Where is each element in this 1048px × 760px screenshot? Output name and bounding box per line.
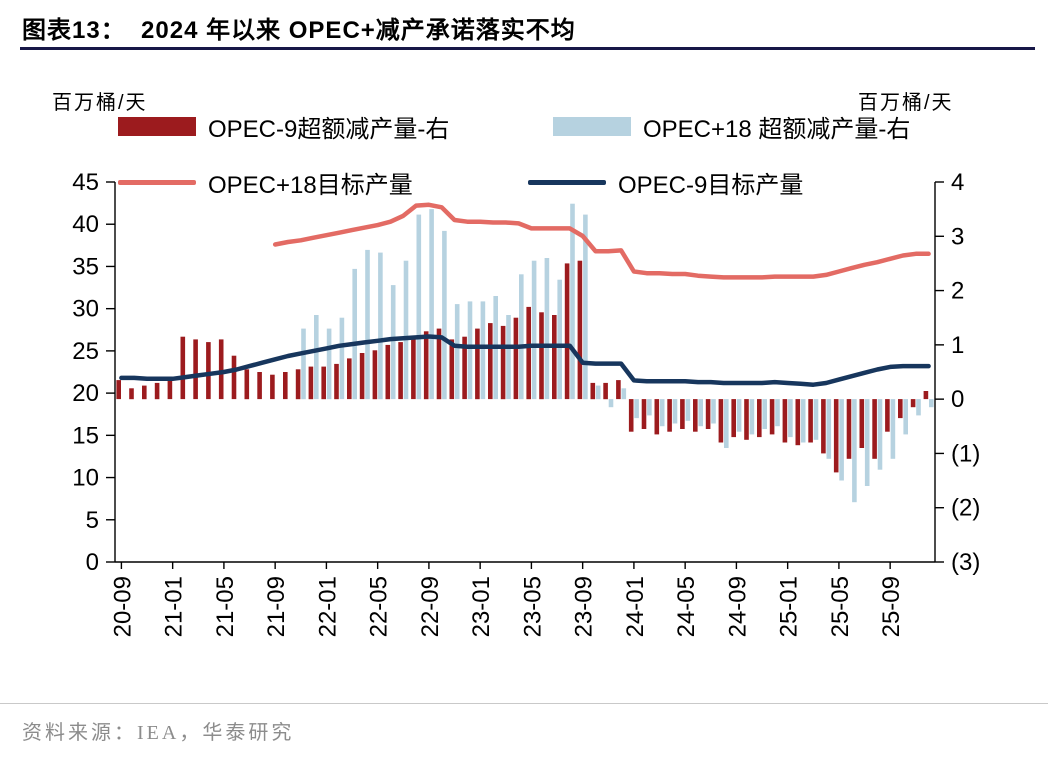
right-axis-tick-labels: 4 3 2 1 0 (1) (2) (3) xyxy=(951,169,980,576)
svg-text:24-05: 24-05 xyxy=(673,576,700,637)
svg-text:25-09: 25-09 xyxy=(878,576,905,637)
svg-text:5: 5 xyxy=(86,507,99,534)
legend-swatch-opec9-target-line xyxy=(528,179,606,185)
legend-label-opec18-target: OPEC+18目标产量 xyxy=(208,171,413,199)
svg-text:20: 20 xyxy=(72,380,99,407)
svg-text:1: 1 xyxy=(951,332,964,359)
legend-item-opec18-target: OPEC+18目标产量 xyxy=(118,168,413,199)
legend-item-opec18-excess: OPEC+18 超额减产量-右 xyxy=(553,112,910,143)
svg-text:25-01: 25-01 xyxy=(776,576,803,637)
svg-text:22-05: 22-05 xyxy=(366,576,393,637)
svg-text:22-01: 22-01 xyxy=(314,576,341,637)
svg-text:2: 2 xyxy=(951,278,964,305)
figure-title: 图表13： 2024 年以来 OPEC+减产承诺落实不均 xyxy=(22,17,576,44)
legend-label-opec9-target: OPEC-9目标产量 xyxy=(618,171,804,199)
legend-swatch-opec9-excess-bar xyxy=(118,116,196,136)
svg-text:23-09: 23-09 xyxy=(571,576,598,637)
bars-opec18-excess xyxy=(301,203,934,503)
svg-text:21-09: 21-09 xyxy=(263,576,290,637)
svg-text:(3): (3) xyxy=(951,549,980,576)
svg-text:23-05: 23-05 xyxy=(519,576,546,637)
svg-text:30: 30 xyxy=(72,296,99,323)
legend-label-opec18-excess: OPEC+18 超额减产量-右 xyxy=(643,115,911,143)
svg-text:(1): (1) xyxy=(951,440,980,467)
axes xyxy=(106,181,944,569)
svg-text:45: 45 xyxy=(72,169,99,196)
left-axis-tick-labels: 45 40 35 30 25 20 15 10 5 0 xyxy=(72,169,99,576)
footer-divider xyxy=(0,703,1048,704)
legend-item-opec9-target: OPEC-9目标产量 xyxy=(528,168,803,199)
svg-text:22-09: 22-09 xyxy=(417,576,444,637)
x-axis-tick-labels: 20-09 21-01 21-05 21-09 22-01 22-05 22-09 23-01… xyxy=(109,576,905,637)
svg-text:25-05: 25-05 xyxy=(827,576,854,637)
svg-text:10: 10 xyxy=(72,465,99,492)
legend-label-opec9-excess: OPEC-9超额减产量-右 xyxy=(208,115,450,143)
source-note: 资料来源：IEA，华泰研究 xyxy=(22,722,295,744)
right-axis-unit: 百万桶/天 xyxy=(858,92,954,114)
title-divider xyxy=(20,47,1035,50)
svg-text:35: 35 xyxy=(72,253,99,280)
left-axis-unit: 百万桶/天 xyxy=(52,92,148,114)
legend-swatch-opec18-target-line xyxy=(118,179,196,185)
svg-text:23-01: 23-01 xyxy=(468,576,495,637)
svg-text:40: 40 xyxy=(72,211,99,238)
svg-text:(2): (2) xyxy=(951,495,980,522)
bars-opec9-excess xyxy=(116,260,929,473)
legend-swatch-opec18-excess-bar xyxy=(553,116,631,136)
svg-text:4: 4 xyxy=(951,169,964,196)
line-opec9-target xyxy=(119,334,931,387)
svg-text:21-01: 21-01 xyxy=(161,576,188,637)
svg-text:3: 3 xyxy=(951,223,964,250)
svg-text:20-09: 20-09 xyxy=(109,576,136,637)
legend-item-opec9-excess: OPEC-9超额减产量-右 xyxy=(118,112,449,143)
svg-text:24-09: 24-09 xyxy=(724,576,751,637)
svg-text:25: 25 xyxy=(72,338,99,365)
svg-text:0: 0 xyxy=(951,386,964,413)
line-opec18-target xyxy=(272,202,931,280)
svg-text:24-01: 24-01 xyxy=(622,576,649,637)
svg-text:21-05: 21-05 xyxy=(212,576,239,637)
svg-text:15: 15 xyxy=(72,422,99,449)
svg-text:0: 0 xyxy=(86,549,99,576)
